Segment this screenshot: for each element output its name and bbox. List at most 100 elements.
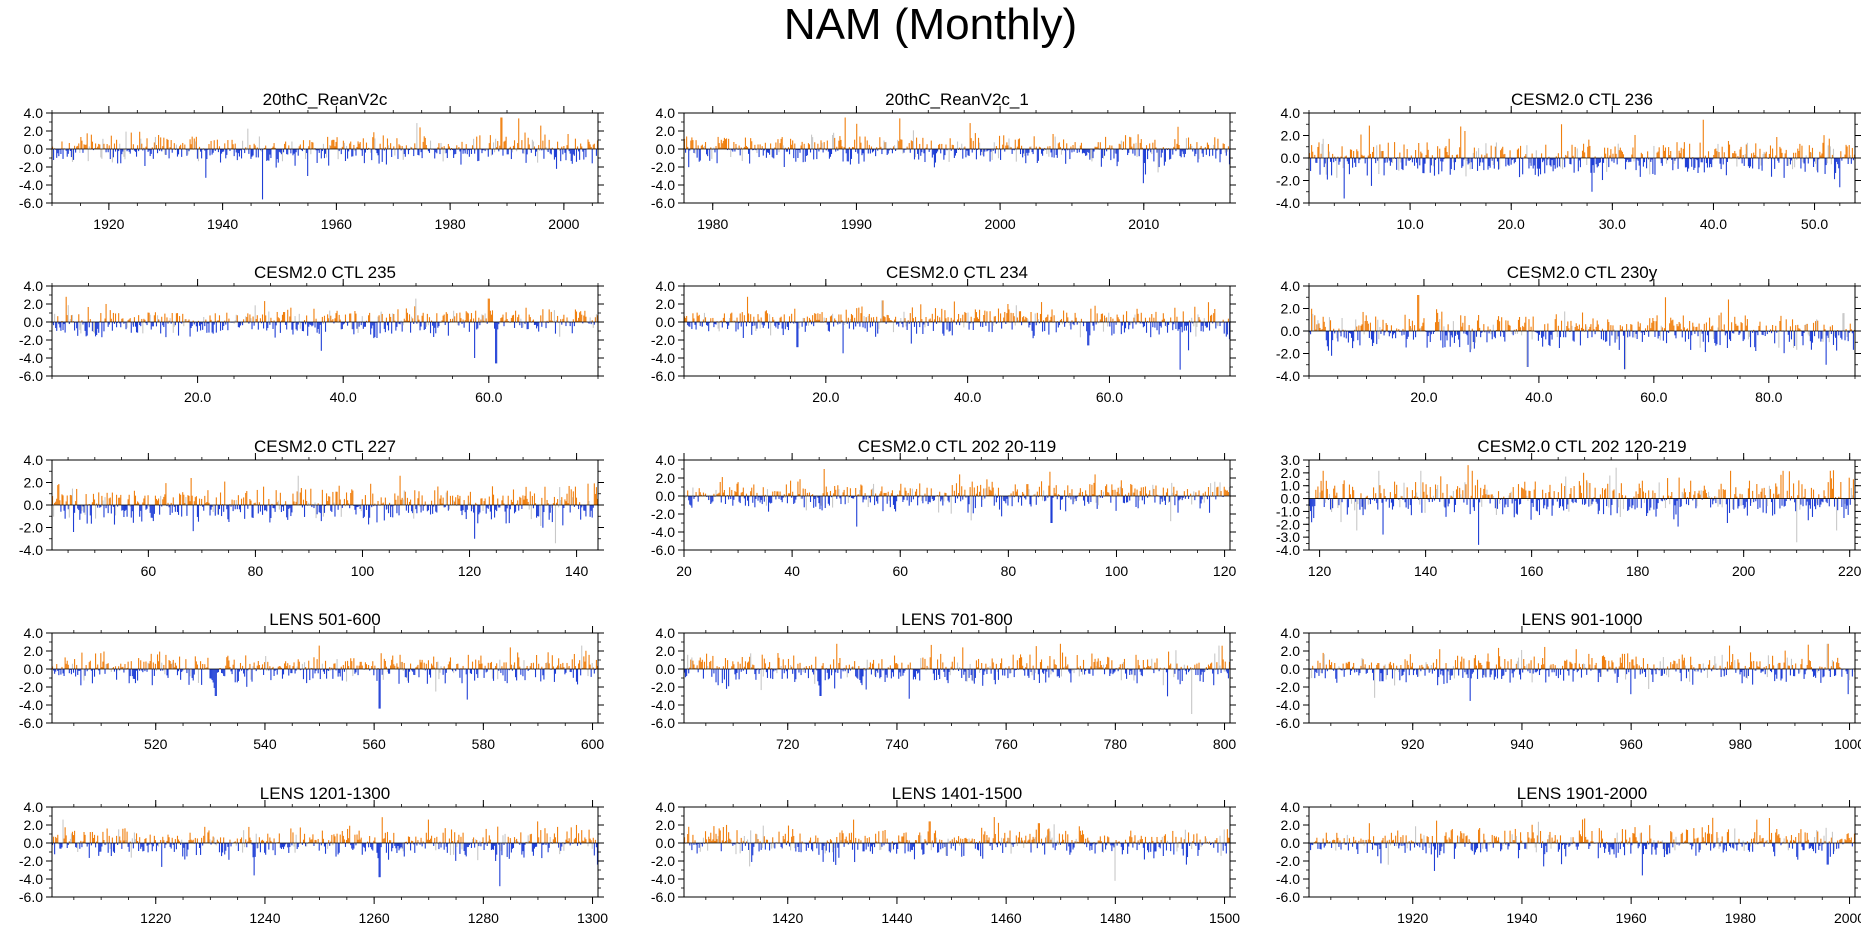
bar — [1703, 323, 1705, 331]
bar — [994, 316, 996, 322]
bar — [864, 136, 866, 149]
bar — [981, 149, 983, 152]
bar — [857, 322, 859, 324]
bar — [889, 496, 891, 508]
bar — [1812, 158, 1815, 167]
bar — [806, 492, 808, 496]
bar — [1341, 317, 1343, 331]
bar — [1096, 496, 1098, 509]
bar — [316, 505, 318, 515]
bar — [945, 493, 947, 496]
bar — [420, 322, 422, 327]
bar — [846, 487, 848, 496]
bar — [872, 149, 875, 152]
bar — [1093, 149, 1095, 152]
bar — [224, 143, 226, 149]
bar — [757, 314, 759, 322]
bar — [1472, 331, 1474, 342]
bar — [1768, 331, 1770, 333]
bar — [704, 142, 707, 149]
bar — [1640, 331, 1642, 333]
bar — [300, 149, 302, 151]
bar — [350, 141, 352, 149]
bar — [1124, 135, 1127, 149]
bar — [334, 318, 336, 322]
bar — [712, 317, 714, 322]
bar — [543, 505, 545, 513]
bar — [1579, 158, 1581, 168]
bar — [362, 322, 364, 329]
x-tick-label: 100 — [351, 563, 375, 579]
bar — [259, 149, 261, 151]
bar — [1078, 492, 1080, 496]
bar — [158, 135, 160, 149]
bar — [1852, 331, 1854, 350]
bar — [538, 145, 540, 149]
bar — [1212, 322, 1214, 324]
bar — [1479, 327, 1481, 331]
bar — [1360, 325, 1362, 331]
bar — [1410, 328, 1412, 331]
bar — [1772, 148, 1774, 158]
bar — [236, 149, 238, 161]
bar — [1417, 158, 1419, 169]
bar — [1564, 311, 1566, 331]
bar — [110, 135, 112, 149]
bar — [1583, 143, 1585, 158]
bar — [1026, 149, 1028, 153]
bar — [1464, 130, 1466, 158]
bar — [192, 320, 194, 322]
bar — [1715, 331, 1717, 346]
bar — [127, 320, 129, 322]
y-tick-label: 4.0 — [24, 452, 44, 468]
bar — [876, 316, 878, 322]
bar — [687, 322, 689, 326]
bar — [65, 296, 67, 322]
bar — [242, 322, 244, 326]
bar — [1418, 295, 1420, 331]
bar — [970, 316, 972, 322]
bar — [423, 505, 425, 507]
bar — [1009, 146, 1011, 149]
bar — [1679, 323, 1681, 331]
bar — [567, 134, 569, 149]
bar — [1004, 311, 1006, 322]
bar — [1490, 145, 1492, 158]
bar — [317, 503, 319, 505]
bar — [498, 149, 500, 152]
bar — [1612, 325, 1614, 331]
bar — [1790, 331, 1793, 340]
bar — [277, 500, 279, 505]
bar — [351, 322, 353, 330]
bar — [714, 149, 716, 153]
bar — [582, 322, 584, 324]
bar — [740, 147, 742, 149]
bar — [240, 149, 243, 159]
bar — [1473, 147, 1475, 158]
bar — [340, 505, 342, 517]
bar — [1654, 158, 1656, 175]
bar — [1520, 327, 1522, 331]
bar — [1043, 490, 1045, 496]
bar — [1837, 330, 1839, 331]
bar — [489, 135, 491, 149]
bar — [107, 149, 109, 153]
bar — [855, 322, 857, 327]
bar — [1099, 496, 1101, 498]
bar — [1097, 142, 1099, 149]
bar — [1169, 149, 1171, 160]
bar — [571, 149, 573, 164]
bar — [574, 309, 576, 322]
bar — [1042, 496, 1044, 501]
bar — [1642, 331, 1644, 333]
bar — [759, 322, 761, 329]
bar — [744, 496, 746, 506]
bar — [1033, 136, 1035, 149]
bar — [802, 149, 804, 163]
bar — [859, 489, 861, 496]
bar — [1433, 158, 1436, 176]
bar — [1448, 138, 1450, 158]
bar — [896, 322, 898, 325]
bar — [1120, 140, 1122, 149]
bar — [1626, 158, 1628, 162]
